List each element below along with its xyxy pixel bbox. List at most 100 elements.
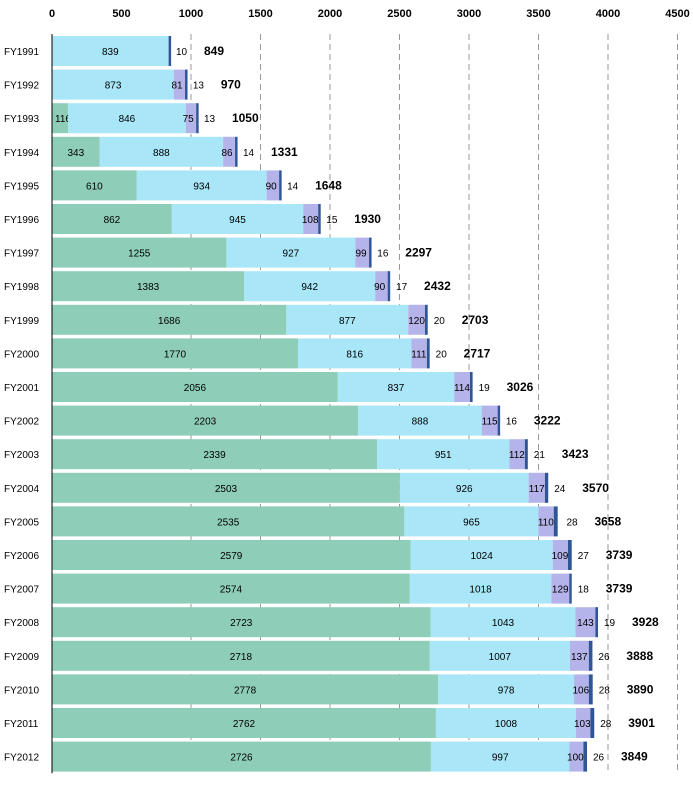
segment-value-label: 862 [104, 215, 121, 226]
category-label: FY2008 [4, 618, 39, 629]
segment-value-label: 90 [266, 181, 278, 192]
segment-value-label: 117 [529, 484, 545, 495]
bar-segment [498, 406, 501, 436]
category-label: FY1998 [4, 282, 39, 293]
total-label: 3901 [628, 716, 655, 730]
x-tick-label: 2500 [387, 8, 411, 20]
segment-value-label: 1255 [128, 249, 151, 260]
segment-value-label: 978 [498, 685, 515, 696]
category-label: FY2006 [4, 551, 39, 562]
segment-value-label: 2726 [230, 753, 253, 764]
segment-value-label: 81 [171, 81, 183, 92]
outside-value-label: 26 [598, 652, 610, 663]
outside-value-label: 16 [506, 417, 518, 428]
x-tick-label: 500 [112, 8, 130, 20]
x-tick-label: 4000 [596, 8, 620, 20]
outside-value-label: 28 [566, 517, 578, 528]
segment-value-label: 926 [456, 484, 473, 495]
segment-value-label: 1024 [471, 551, 494, 562]
segment-value-label: 837 [388, 383, 405, 394]
segment-value-label: 873 [105, 81, 122, 92]
segment-value-label: 1686 [158, 316, 181, 327]
bar-segment [318, 204, 321, 234]
outside-value-label: 26 [593, 753, 605, 764]
x-tick-label: 0 [49, 8, 55, 20]
segment-value-label: 2056 [184, 383, 207, 394]
segment-value-label: 945 [229, 215, 246, 226]
bar-segment [568, 540, 572, 570]
segment-value-label: 965 [463, 517, 480, 528]
bar-segment [388, 271, 391, 301]
outside-value-label: 14 [243, 148, 255, 159]
category-label: FY1997 [4, 249, 39, 260]
segment-value-label: 610 [86, 181, 103, 192]
segment-value-label: 1770 [164, 349, 187, 360]
segment-value-label: 816 [346, 349, 363, 360]
segment-value-label: 934 [193, 181, 210, 192]
segment-value-label: 343 [67, 148, 84, 159]
category-label: FY2010 [4, 685, 39, 696]
category-label: FY2012 [4, 753, 39, 764]
category-label: FY2005 [4, 517, 39, 528]
total-label: 3658 [594, 514, 621, 528]
category-label: FY2001 [4, 383, 39, 394]
x-tick-label: 1500 [248, 8, 272, 20]
outside-value-label: 24 [554, 484, 566, 495]
segment-value-label: 109 [552, 551, 569, 562]
bar-segment [589, 674, 593, 704]
bar-segment [169, 36, 172, 66]
outside-value-label: 14 [287, 181, 299, 192]
segment-value-label: 1043 [492, 618, 515, 629]
x-tick-label: 2000 [318, 8, 342, 20]
bar-segment [427, 338, 430, 368]
total-label: 1930 [354, 212, 381, 226]
segment-value-label: 2718 [230, 652, 253, 663]
segment-value-label: 2723 [230, 618, 253, 629]
segment-value-label: 114 [454, 383, 470, 394]
outside-value-label: 28 [600, 719, 612, 730]
segment-value-label: 927 [283, 249, 300, 260]
total-label: 3928 [632, 615, 659, 629]
bar-segment [425, 305, 428, 335]
total-label: 3888 [626, 649, 653, 663]
segment-value-label: 2203 [194, 417, 217, 428]
segment-value-label: 137 [571, 652, 588, 663]
total-label: 3026 [507, 380, 534, 394]
segment-value-label: 888 [412, 417, 429, 428]
outside-value-label: 20 [436, 349, 448, 360]
category-label: FY2004 [4, 484, 39, 495]
outside-value-label: 19 [604, 618, 616, 629]
segment-value-label: 103 [574, 719, 591, 730]
category-label: FY2003 [4, 450, 39, 461]
segment-value-label: 111 [411, 349, 427, 360]
total-label: 3849 [621, 750, 648, 764]
category-label: FY1993 [4, 114, 39, 125]
category-label: FY2009 [4, 652, 39, 663]
total-label: 970 [221, 78, 241, 92]
bar-segment [185, 70, 188, 100]
outside-value-label: 16 [377, 249, 389, 260]
category-label: FY1992 [4, 81, 39, 92]
category-label: FY1994 [4, 148, 39, 159]
segment-value-label: 2579 [220, 551, 243, 562]
segment-value-label: 143 [577, 618, 594, 629]
bar-segment [554, 506, 558, 536]
segment-value-label: 110 [538, 517, 554, 528]
x-tick-label: 1000 [179, 8, 203, 20]
bar-segment [196, 103, 199, 133]
segment-value-label: 1383 [137, 282, 160, 293]
segment-value-label: 951 [435, 450, 452, 461]
category-label: FY1991 [4, 47, 39, 58]
total-label: 3739 [606, 582, 633, 596]
x-tick-label: 3000 [457, 8, 481, 20]
total-label: 3423 [562, 447, 589, 461]
segment-value-label: 2339 [203, 450, 226, 461]
segment-value-label: 2535 [217, 517, 240, 528]
segment-value-label: 129 [552, 585, 569, 596]
outside-value-label: 27 [578, 551, 590, 562]
segment-value-label: 115 [482, 417, 498, 428]
segment-value-label: 75 [183, 114, 195, 125]
total-label: 1050 [232, 111, 259, 125]
category-label: FY2002 [4, 417, 39, 428]
